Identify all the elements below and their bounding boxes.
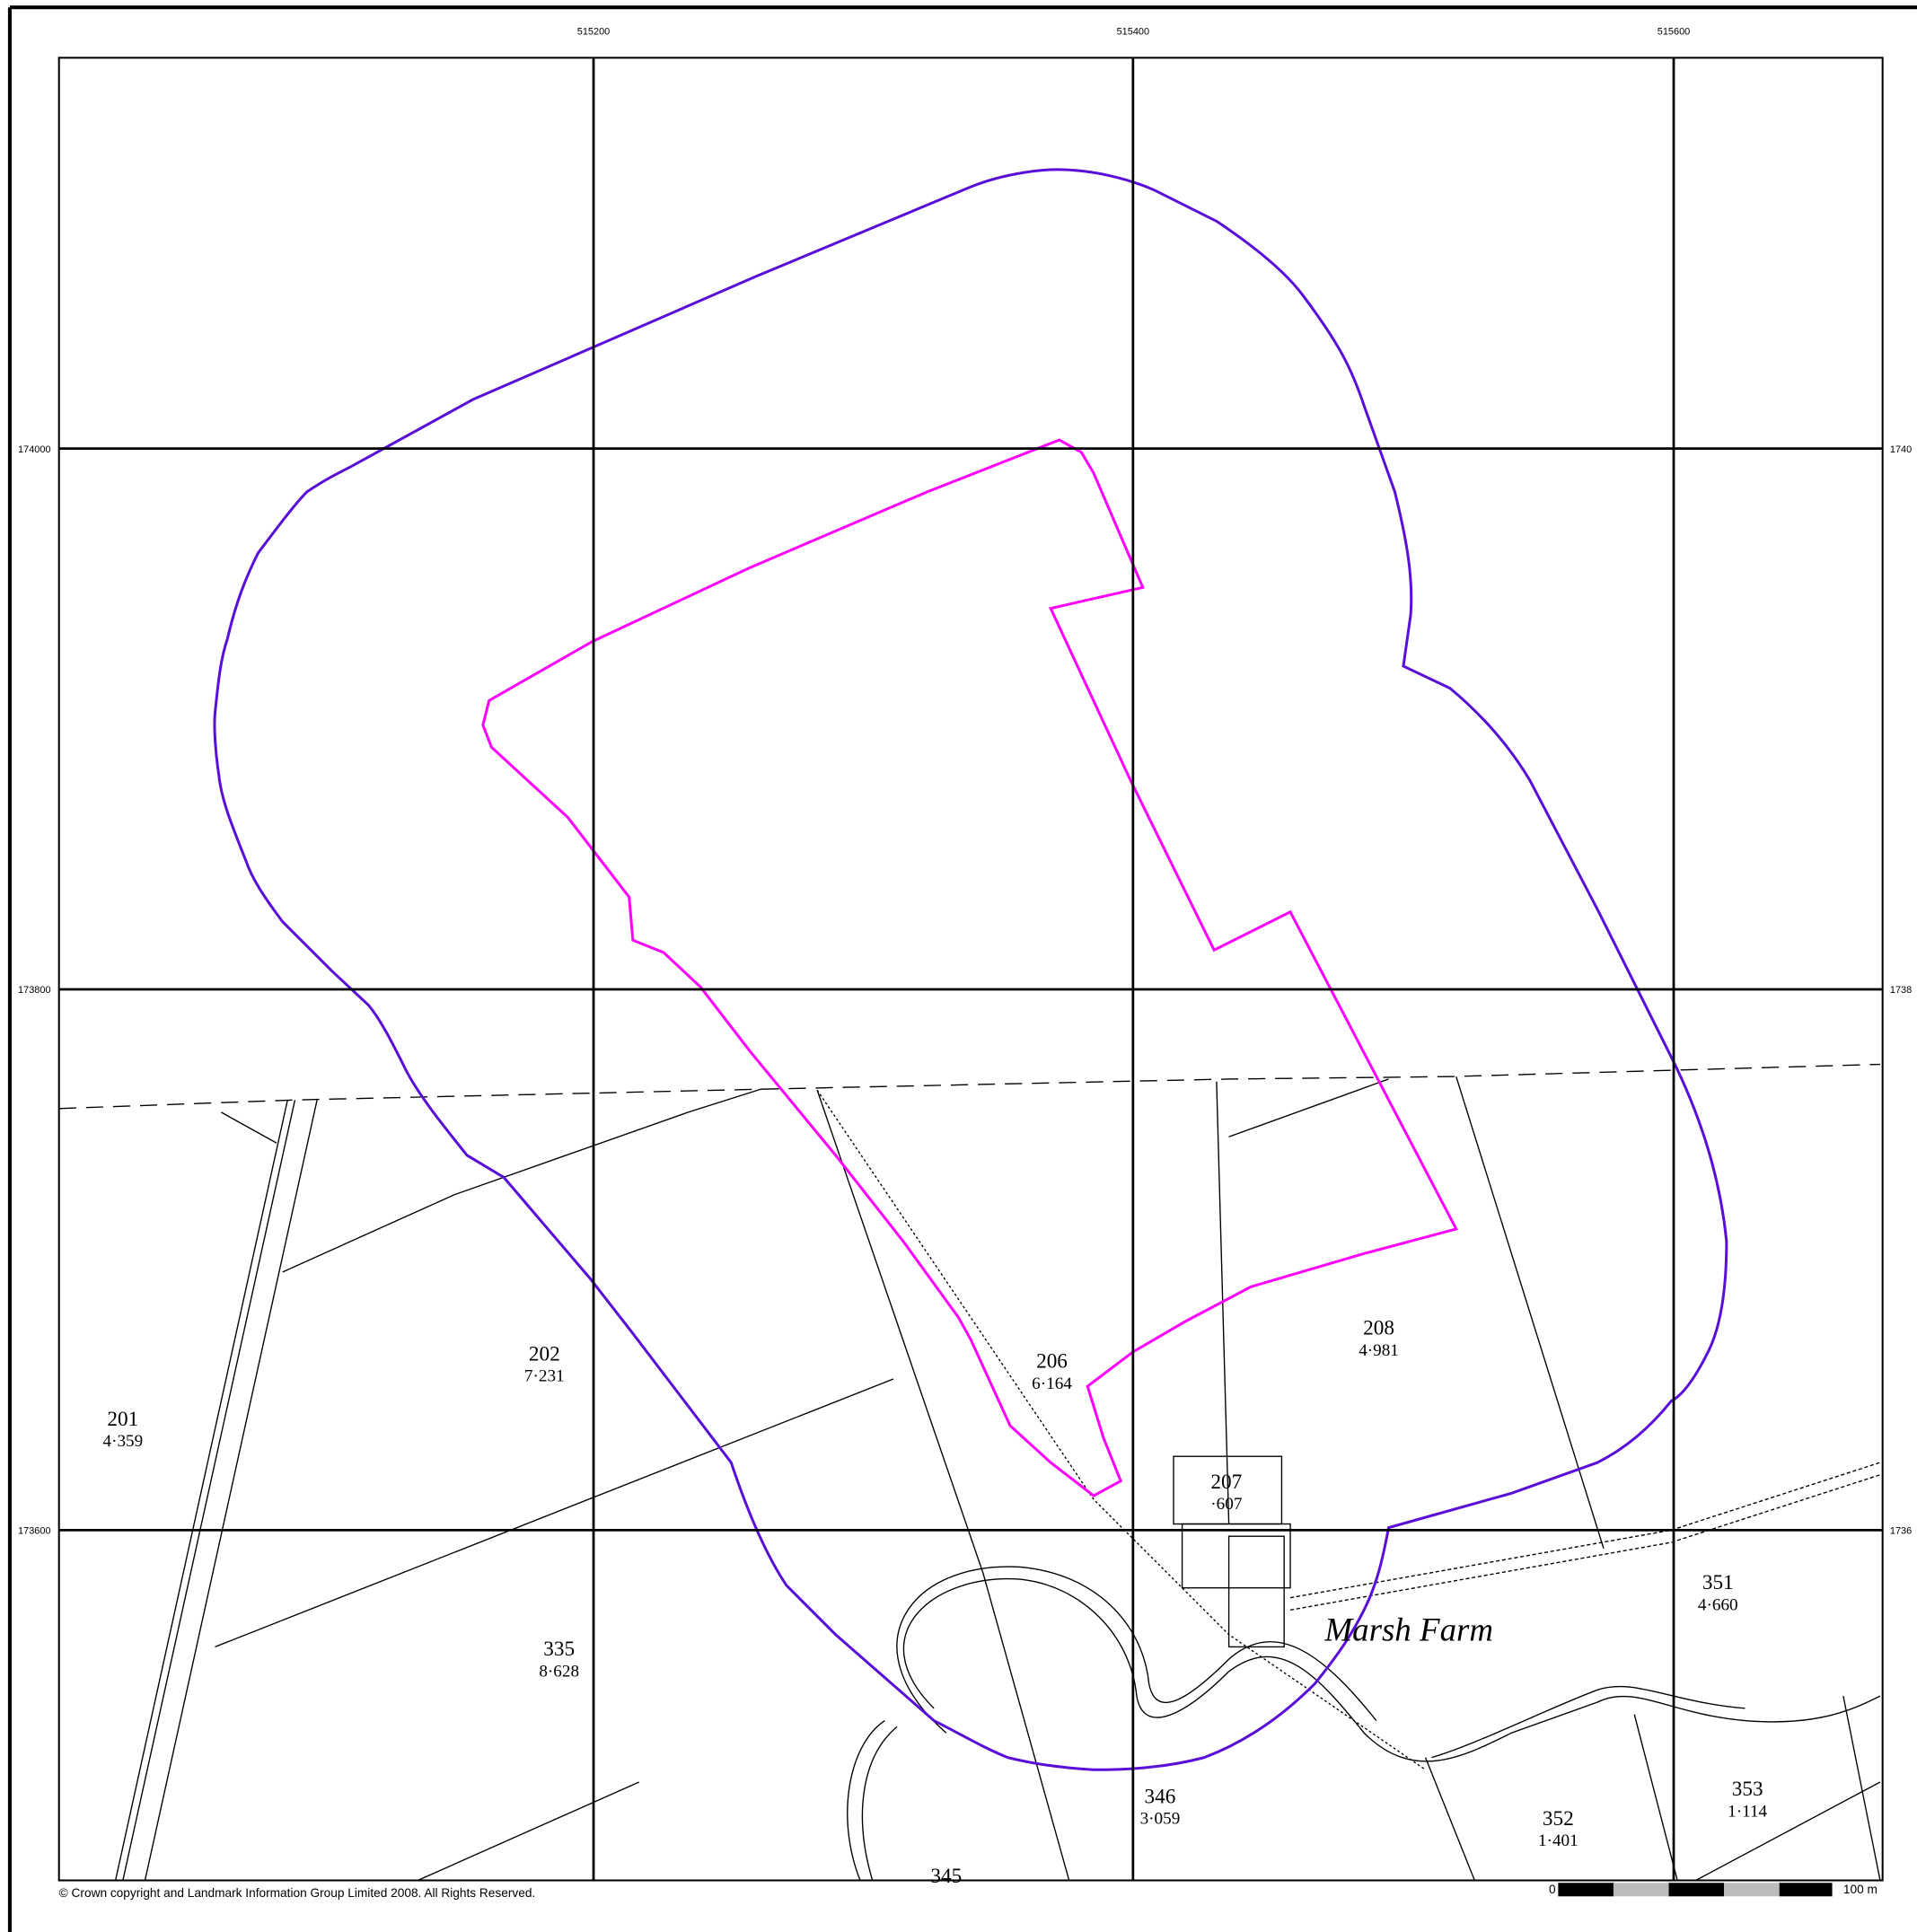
parcel-area: 7·231	[524, 1367, 565, 1386]
northing-label: 173800	[18, 985, 50, 996]
parcel-number: 345	[930, 1865, 962, 1888]
scale-segment	[1779, 1883, 1833, 1897]
building	[1181, 1523, 1291, 1589]
parcel-number: 206	[1036, 1350, 1068, 1374]
parcel-number: 351	[1702, 1571, 1734, 1594]
parcel-area: 4·981	[1359, 1341, 1399, 1360]
parcel-area: 8·628	[539, 1662, 579, 1681]
parcel-number: 353	[1732, 1778, 1763, 1801]
field-boundary	[1424, 1696, 1881, 1882]
buffer-zone	[213, 168, 1728, 1771]
parcel-number: 207	[1210, 1471, 1242, 1494]
scale-segment	[1613, 1883, 1669, 1897]
stream	[847, 1719, 898, 1881]
parcel-area: 3·059	[1140, 1810, 1181, 1829]
scale-start: 0	[1549, 1883, 1556, 1896]
river	[902, 1577, 1881, 1762]
parcel-area: ·607	[1210, 1495, 1243, 1514]
parcel-number: 202	[529, 1342, 560, 1366]
parcel-number: 201	[107, 1408, 138, 1431]
northing-label: 173600	[18, 1525, 50, 1536]
scale-bar: 0 100 m	[1549, 1883, 1877, 1897]
northing-label: 1740	[1890, 444, 1912, 455]
labels: 515200 515400 515600 174000 173800 173600 1740…	[18, 26, 1912, 1888]
boundary-line	[58, 1063, 1880, 1110]
place-label: Marsh Farm	[1323, 1611, 1493, 1648]
parcel-area: 4·660	[1698, 1595, 1738, 1614]
building	[1227, 1535, 1285, 1648]
footpath	[816, 1089, 1426, 1770]
parcel-number: 335	[543, 1638, 575, 1661]
grid	[58, 57, 1883, 1881]
parcel-area: 4·359	[103, 1432, 144, 1451]
field-boundary	[282, 1088, 762, 1273]
northing-label: 1738	[1890, 985, 1912, 996]
parcel-area: 1·401	[1538, 1831, 1578, 1850]
parcel-area: 6·164	[1032, 1374, 1072, 1393]
base-map	[58, 1063, 1881, 1882]
parcel-number: 352	[1543, 1807, 1574, 1831]
scale-segment	[1668, 1883, 1725, 1897]
scale-segment	[1558, 1883, 1614, 1897]
scale-segment	[1724, 1883, 1780, 1897]
field-boundary	[221, 1111, 639, 1882]
site-boundary	[481, 438, 1458, 1497]
map-frame	[57, 57, 1884, 1882]
parcel-number: 208	[1363, 1317, 1394, 1340]
easting-label: 515400	[1117, 26, 1149, 37]
field-boundary	[816, 1090, 1070, 1881]
easting-label: 515600	[1658, 26, 1690, 37]
northing-label: 1736	[1890, 1525, 1912, 1536]
copyright: © Crown copyright and Landmark Informati…	[59, 1886, 536, 1900]
railway	[114, 1100, 318, 1881]
scale-end: 100 m	[1843, 1883, 1877, 1896]
easting-label: 515200	[577, 26, 610, 37]
field-boundary	[215, 1378, 894, 1648]
parcel-area: 1·114	[1728, 1802, 1767, 1821]
northing-label: 174000	[18, 444, 50, 455]
parcel-number: 346	[1145, 1785, 1176, 1808]
river-bank	[896, 1566, 1746, 1759]
